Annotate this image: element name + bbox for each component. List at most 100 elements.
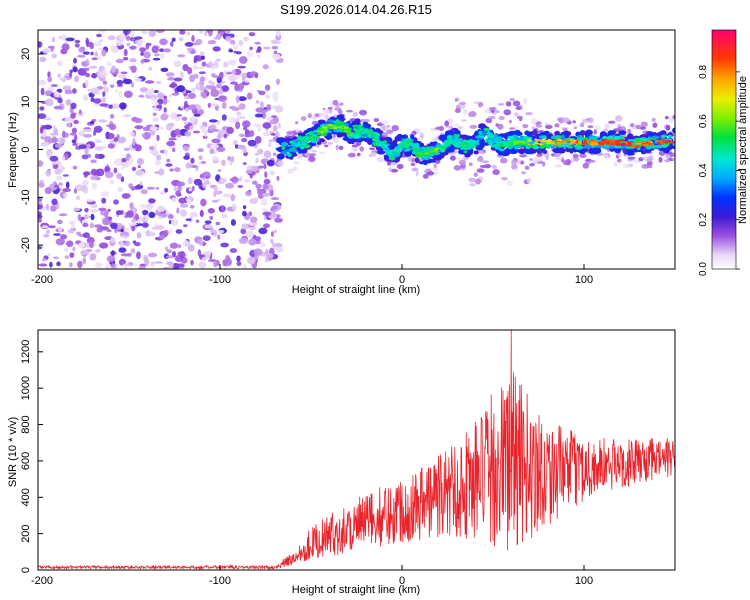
noise-blob <box>134 75 139 79</box>
spectrogram-ytick-label: -20 <box>20 237 32 253</box>
halo-blob <box>381 120 389 125</box>
noise-blob <box>53 105 63 110</box>
spectrogram-x-ticks: -200 -100 0 100 <box>31 264 593 286</box>
noise-blob <box>77 260 83 269</box>
snr-ytick-label: 600 <box>20 452 32 470</box>
noise-blob <box>159 48 165 52</box>
noise-blob <box>228 117 236 124</box>
ridge-middle <box>567 146 574 149</box>
ridge-outer <box>410 134 415 140</box>
ridge-outer <box>532 129 538 136</box>
noise-blob <box>78 109 82 115</box>
noise-blob <box>101 49 107 57</box>
halo-blob <box>651 117 656 123</box>
noise-blob <box>213 229 218 237</box>
ridge-core <box>433 150 440 153</box>
snr-ytick-label: 0 <box>20 567 32 573</box>
noise-blob <box>197 249 202 257</box>
noise-blob <box>49 155 59 162</box>
ridge-outer <box>517 148 526 155</box>
noise-blob <box>74 134 78 142</box>
halo-blob <box>529 162 535 167</box>
noise-blob <box>255 183 262 189</box>
noise-blob <box>232 107 240 111</box>
noise-blob <box>208 60 213 66</box>
noise-blob <box>177 185 183 192</box>
noise-blob <box>41 225 49 229</box>
ridge-middle <box>649 144 655 148</box>
noise-blob <box>130 81 135 88</box>
noise-blob <box>118 247 127 253</box>
colorbar-tick-label: 0.2 <box>698 212 709 226</box>
halo-blob <box>307 113 312 119</box>
noise-blob <box>180 71 184 79</box>
noise-blob <box>154 159 161 166</box>
halo-blob <box>652 122 658 128</box>
noise-blob <box>227 156 232 161</box>
noise-blob <box>94 103 100 107</box>
noise-blob <box>90 51 94 56</box>
noise-blob <box>66 240 74 247</box>
noise-blob <box>84 72 91 78</box>
ridge-outer <box>579 130 586 136</box>
snr-panel: -200 -100 0 100 0 200 400 600 800 1000 1200 Heigh… <box>7 329 676 596</box>
halo-blob <box>490 107 497 111</box>
noise-blob <box>133 263 137 267</box>
ridge-core <box>505 142 509 144</box>
ridge-core <box>590 140 597 143</box>
halo-blob <box>432 165 439 171</box>
noise-blob <box>209 215 214 221</box>
noise-blob <box>259 108 268 113</box>
ridge-middle <box>447 135 453 140</box>
noise-blob <box>246 92 253 100</box>
noise-blob <box>148 211 156 219</box>
noise-blob <box>86 143 91 150</box>
snr-ytick-label: 800 <box>20 415 32 433</box>
noise-blob <box>244 79 250 83</box>
ridge-outer <box>546 133 553 141</box>
noise-blob <box>58 213 68 217</box>
noise-blob <box>54 184 60 188</box>
ridge-middle <box>320 124 325 127</box>
ridge-core <box>519 143 526 146</box>
noise-blob <box>62 188 71 193</box>
noise-blob <box>148 66 153 71</box>
noise-blob <box>189 116 196 123</box>
noise-blob <box>111 250 115 257</box>
ridge-core <box>466 146 472 149</box>
ridge-middle <box>429 152 435 157</box>
noise-blob <box>65 181 70 189</box>
ridge-core <box>583 139 588 142</box>
halo-blob <box>635 124 642 130</box>
ridge-core <box>444 143 450 146</box>
ridge-core <box>416 151 421 155</box>
noise-blob <box>250 216 258 223</box>
ridge-core <box>288 146 294 148</box>
noise-blob <box>223 133 227 139</box>
ridge-core <box>454 136 459 140</box>
noise-blob <box>160 52 165 59</box>
ridge-core <box>464 144 469 147</box>
ridge-core <box>550 141 556 144</box>
noise-blob <box>267 142 272 148</box>
ridge-middle <box>602 135 608 140</box>
ridge-middle <box>672 142 675 147</box>
noise-blob <box>110 180 114 185</box>
noise-blob <box>239 175 243 180</box>
noise-blob <box>89 222 94 229</box>
noise-blob <box>89 241 94 249</box>
ridge-core <box>603 140 609 143</box>
ridge-core <box>644 144 649 147</box>
noise-blob <box>78 144 88 149</box>
halo-blob <box>542 161 546 167</box>
noise-blob <box>163 107 167 113</box>
noise-blob <box>258 227 268 235</box>
halo-blob <box>519 160 525 165</box>
noise-blob <box>122 263 132 267</box>
noise-blob <box>179 30 186 35</box>
halo-blob <box>438 125 445 132</box>
noise-blob <box>131 218 136 223</box>
noise-blob <box>245 230 255 238</box>
noise-blob <box>39 56 47 63</box>
ridge-outer <box>347 139 353 144</box>
